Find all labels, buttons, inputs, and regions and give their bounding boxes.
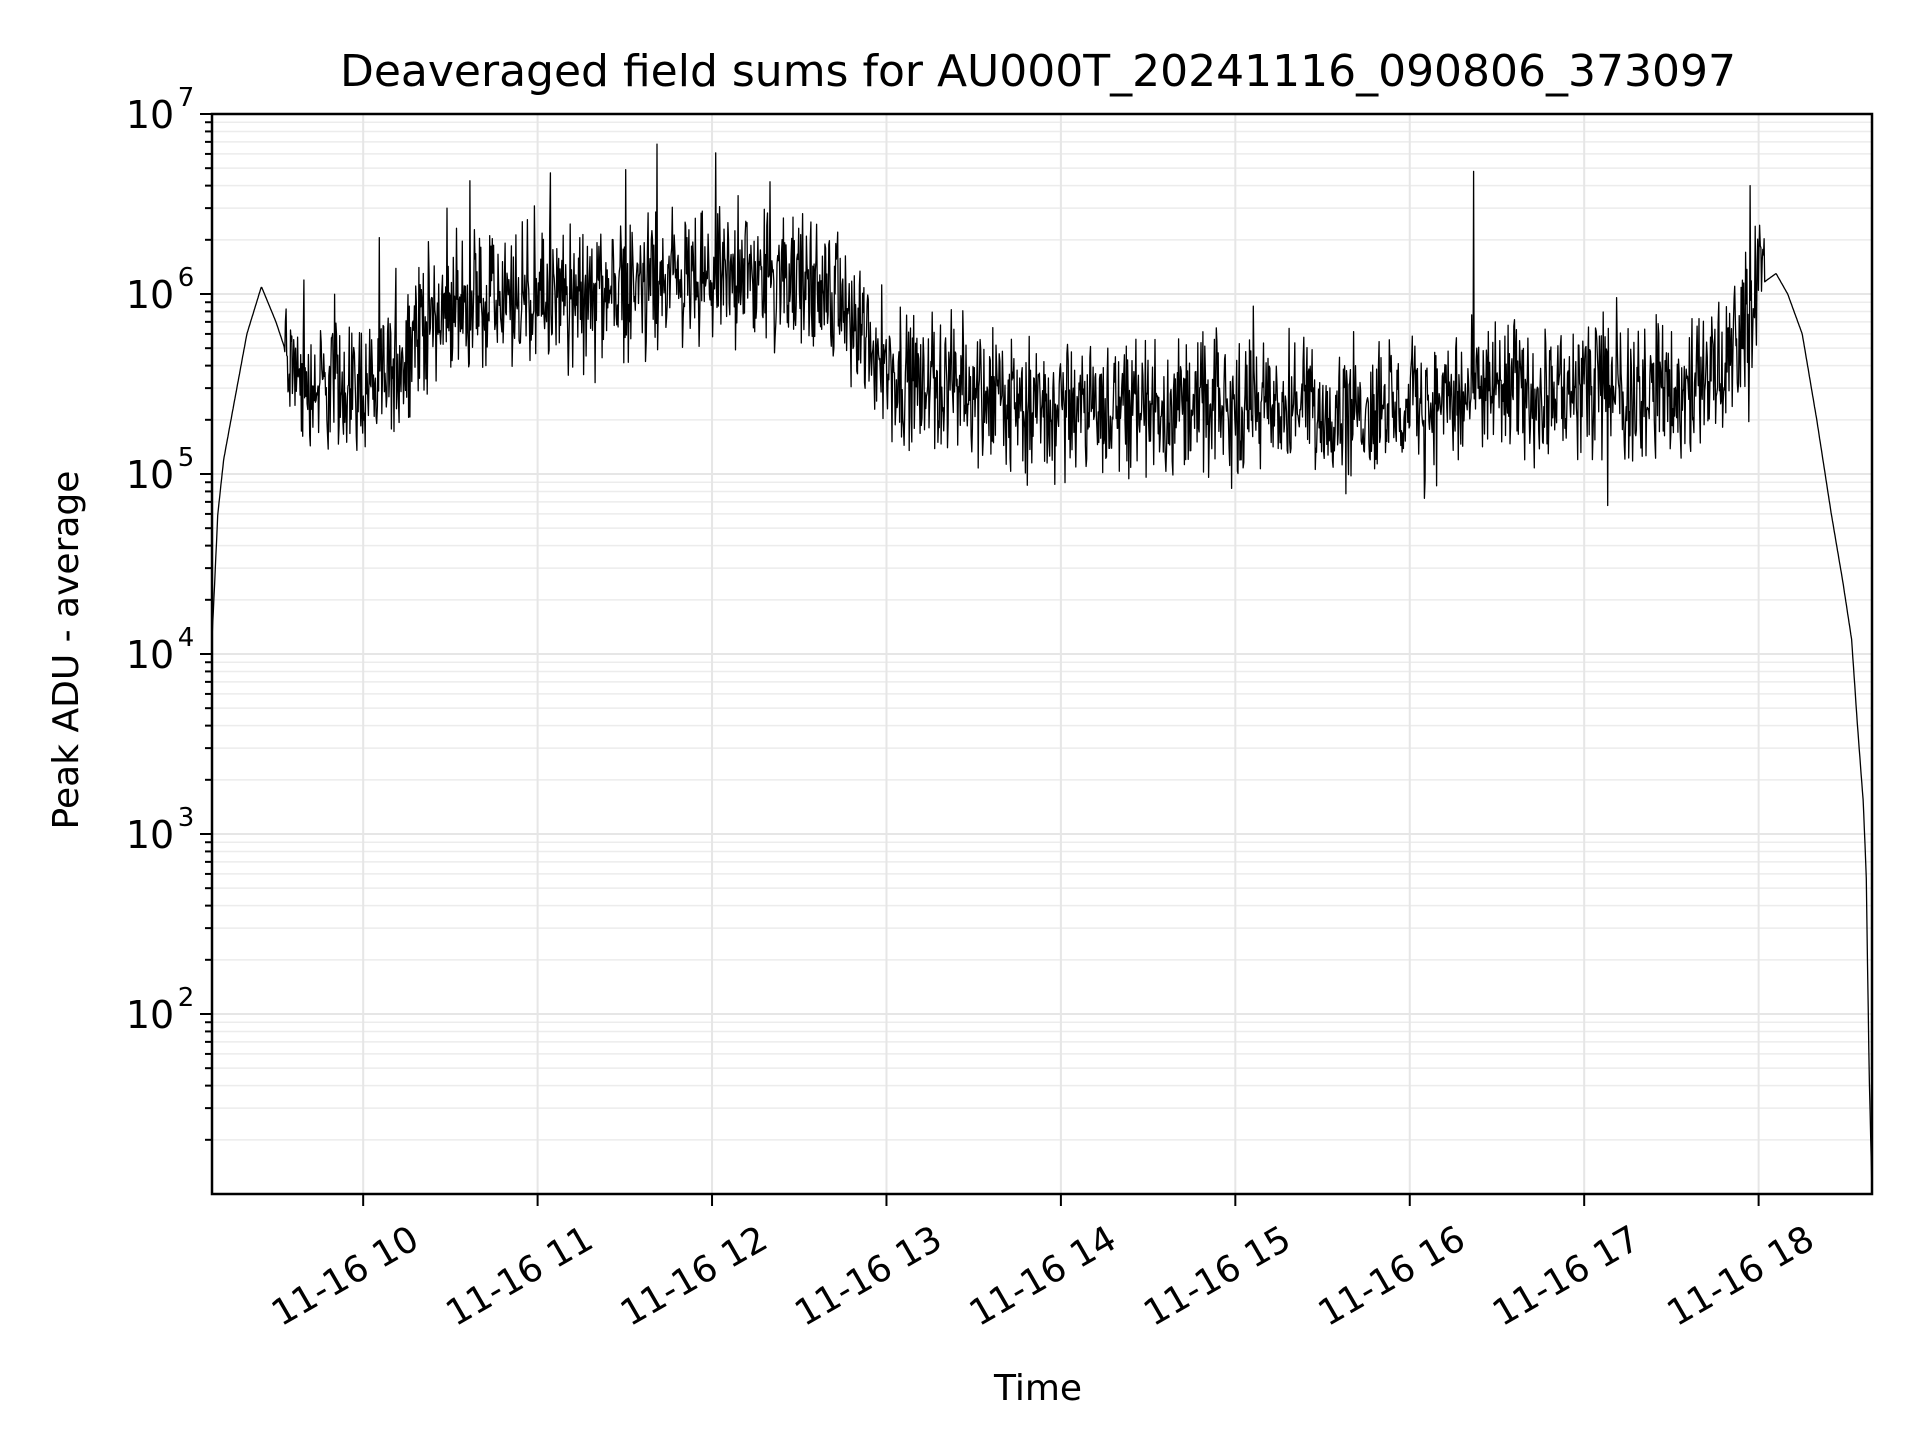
y-tick-base: 10	[126, 453, 174, 497]
y-tick-base: 10	[126, 633, 174, 677]
grid	[212, 113, 1872, 1194]
y-tick-label: 10 2	[126, 983, 194, 1037]
y-tick-label: 10 6	[126, 263, 194, 317]
y-tick-label: 10 3	[126, 803, 194, 857]
series-line	[211, 143, 1873, 1195]
chart-title: Deaveraged field sums for AU000T_2024111…	[340, 46, 1736, 97]
y-tick-base: 10	[126, 993, 174, 1037]
plot-frame	[210, 112, 1874, 1196]
y-tick-exponent: 2	[178, 983, 195, 1013]
x-axis-label: Time	[993, 1368, 1082, 1409]
y-tick-base: 10	[126, 813, 174, 857]
y-tick-exponent: 3	[178, 803, 195, 833]
series-layer	[211, 143, 1873, 1195]
y-tick-label: 10 5	[126, 443, 194, 497]
y-tick-label: 10 4	[126, 623, 194, 677]
y-tick-exponent: 5	[178, 443, 195, 473]
y-axis-label: Peak ADU - average	[46, 471, 87, 830]
y-tick-label: 10 7	[126, 83, 194, 137]
y-tick-exponent: 7	[178, 83, 195, 113]
y-tick-exponent: 6	[178, 263, 195, 293]
y-tick-base: 10	[126, 93, 174, 137]
y-tick-base: 10	[126, 273, 174, 317]
y-tick-exponent: 4	[178, 623, 195, 653]
